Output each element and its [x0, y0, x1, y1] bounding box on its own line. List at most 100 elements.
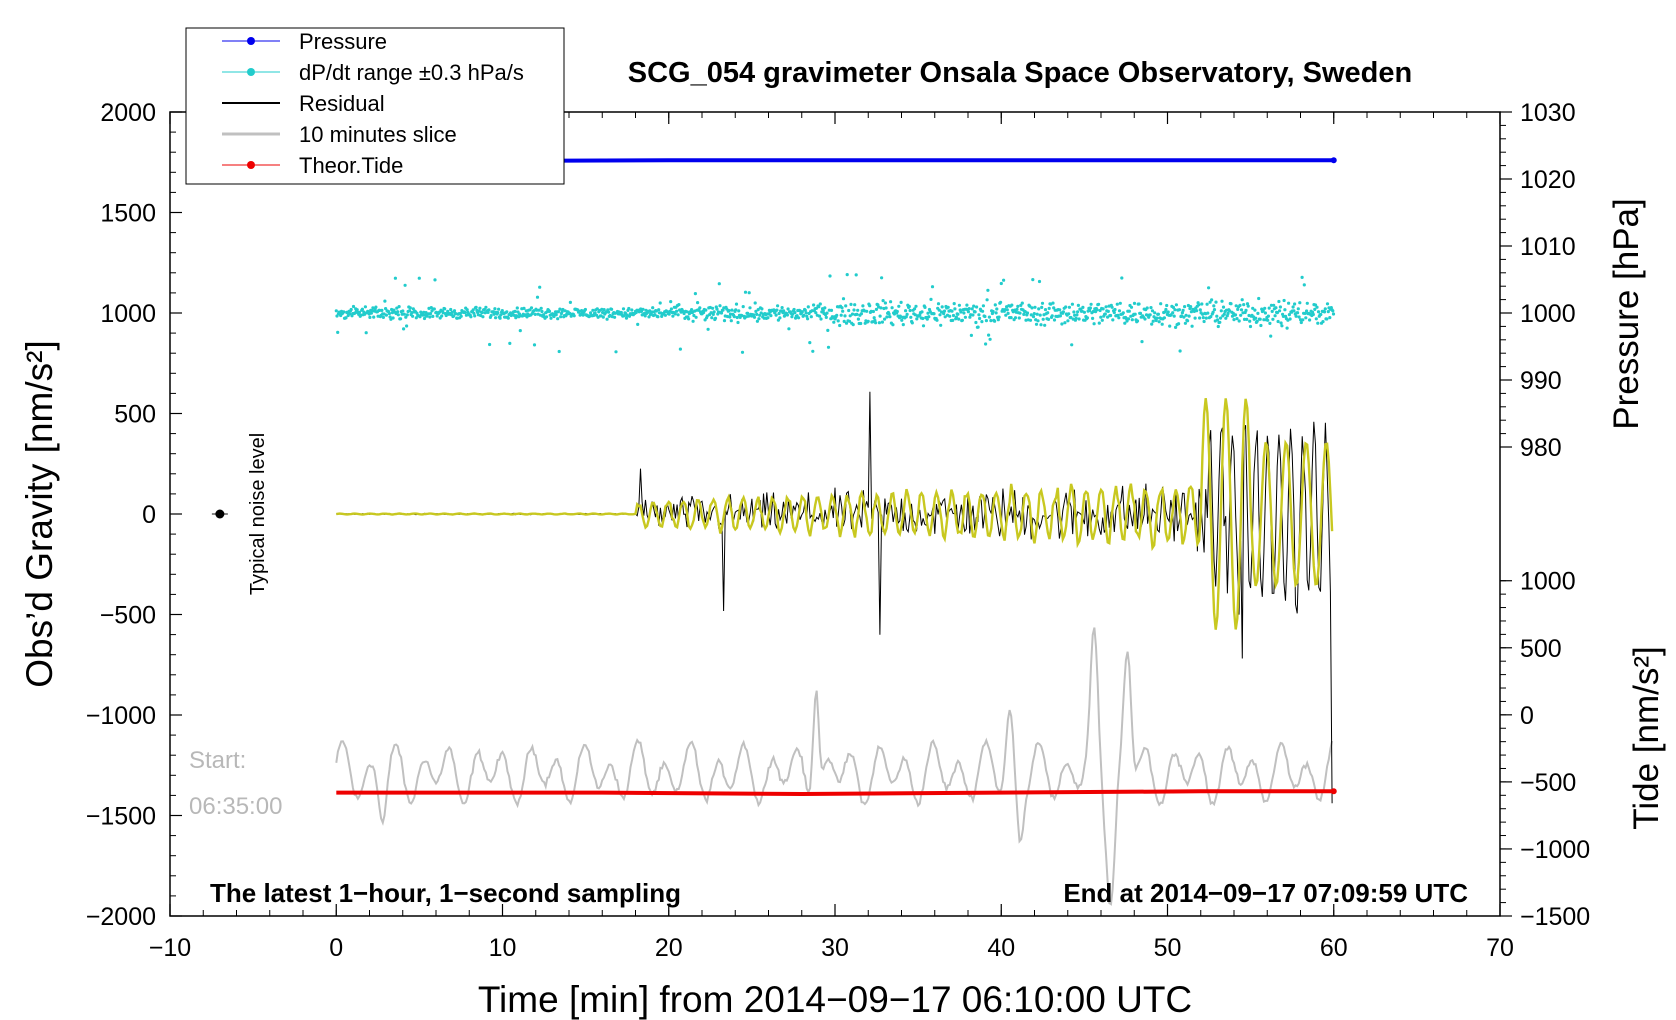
dpdt-point: [897, 304, 901, 308]
dpdt-point: [1118, 301, 1122, 305]
dpdt-point: [859, 312, 864, 316]
dpdt-point: [891, 323, 895, 327]
dpdt-point: [518, 329, 522, 333]
dpdt-point: [1058, 314, 1062, 318]
dpdt-point: [756, 308, 760, 312]
dpdt-point: [935, 318, 939, 322]
dpdt-point: [1297, 315, 1301, 319]
dpdt-point: [685, 310, 689, 314]
dpdt-point: [732, 315, 736, 319]
pressure-tick-label: 1010: [1520, 233, 1576, 261]
dpdt-point: [825, 311, 829, 315]
dpdt-point: [1219, 309, 1223, 313]
dpdt-point: [696, 301, 700, 305]
dpdt-point: [1034, 322, 1039, 326]
dpdt-point: [698, 306, 702, 310]
dpdt-point: [913, 307, 917, 311]
dpdt-point: [1261, 309, 1265, 313]
dpdt-point: [360, 307, 364, 311]
dpdt-point: [758, 313, 762, 317]
dpdt-point: [1209, 315, 1213, 319]
dpdt-point: [355, 308, 359, 312]
dpdt-point: [1032, 312, 1036, 316]
dpdt-point: [595, 307, 599, 311]
dpdt-point: [557, 349, 561, 354]
dpdt-point: [669, 300, 673, 304]
dpdt-point: [1004, 313, 1008, 317]
dpdt-point: [836, 319, 840, 323]
dpdt-point: [1204, 316, 1208, 320]
dpdt-point: [1104, 305, 1108, 309]
x-tick-label: 30: [821, 934, 849, 962]
dpdt-point: [730, 308, 734, 312]
dpdt-point: [728, 315, 732, 319]
dpdt-point: [1325, 317, 1329, 321]
dpdt-point: [1269, 334, 1273, 338]
dpdt-point: [821, 309, 825, 313]
dpdt-point: [482, 308, 486, 312]
dpdt-point: [1235, 317, 1239, 321]
dpdt-point: [1256, 311, 1260, 315]
dpdt-point: [522, 306, 526, 310]
dpdt-point: [452, 309, 457, 313]
dpdt-point: [946, 305, 950, 309]
dpdt-point: [1143, 317, 1147, 321]
x-tick-label: 50: [1154, 934, 1182, 962]
dpdt-point: [1215, 314, 1219, 318]
dpdt-point: [428, 315, 432, 319]
dpdt-point: [381, 315, 385, 319]
dpdt-point: [537, 308, 541, 312]
dpdt-point: [1263, 306, 1267, 310]
dpdt-point: [752, 315, 757, 319]
dpdt-point: [1121, 311, 1125, 315]
dpdt-point: [1052, 306, 1056, 310]
dpdt-point: [505, 310, 509, 314]
chart-title: SCG_054 gravimeter Onsala Space Observat…: [628, 57, 1412, 89]
dpdt-point: [351, 304, 356, 309]
dpdt-point: [847, 319, 852, 323]
dpdt-point: [1088, 308, 1092, 313]
dpdt-point: [486, 310, 490, 314]
dpdt-point: [775, 308, 779, 312]
dpdt-point: [954, 315, 959, 319]
dpdt-point: [797, 316, 801, 320]
dpdt-point: [939, 323, 943, 327]
slice-series-line: [335, 627, 1334, 906]
dpdt-point: [1269, 303, 1273, 307]
dpdt-point: [963, 315, 968, 319]
dpdt-point: [1150, 309, 1155, 313]
dpdt-point: [1226, 311, 1230, 316]
dpdt-point: [1244, 308, 1248, 312]
dpdt-point: [843, 314, 847, 318]
dpdt-point: [927, 315, 931, 319]
dpdt-point: [1301, 318, 1305, 322]
dpdt-point: [607, 310, 611, 314]
dpdt-point: [853, 303, 857, 307]
dpdt-point: [851, 323, 855, 327]
dpdt-point: [1245, 302, 1250, 306]
dpdt-point: [1010, 303, 1014, 307]
dpdt-point: [978, 316, 982, 321]
dpdt-point: [440, 314, 444, 318]
dpdt-point: [1016, 304, 1020, 308]
dpdt-point: [1132, 301, 1137, 305]
dpdt-point: [1013, 316, 1018, 320]
dpdt-point: [1281, 314, 1285, 318]
dpdt-point: [814, 311, 818, 315]
dpdt-point: [1311, 312, 1315, 317]
dpdt-point: [1272, 303, 1276, 307]
tide-tick-label: 500: [1520, 635, 1562, 663]
dpdt-point: [539, 306, 543, 310]
dpdt-point: [408, 306, 412, 310]
dpdt-point: [809, 315, 813, 319]
dpdt-point: [1028, 318, 1033, 322]
pressure-end-point: [1330, 157, 1337, 164]
dpdt-point: [494, 316, 498, 320]
dpdt-point: [1267, 306, 1271, 310]
dpdt-point: [496, 311, 500, 315]
dpdt-point: [568, 300, 573, 304]
dpdt-point: [636, 322, 640, 326]
dpdt-point: [538, 285, 542, 289]
dpdt-point: [1126, 317, 1131, 321]
dpdt-point: [614, 350, 618, 354]
